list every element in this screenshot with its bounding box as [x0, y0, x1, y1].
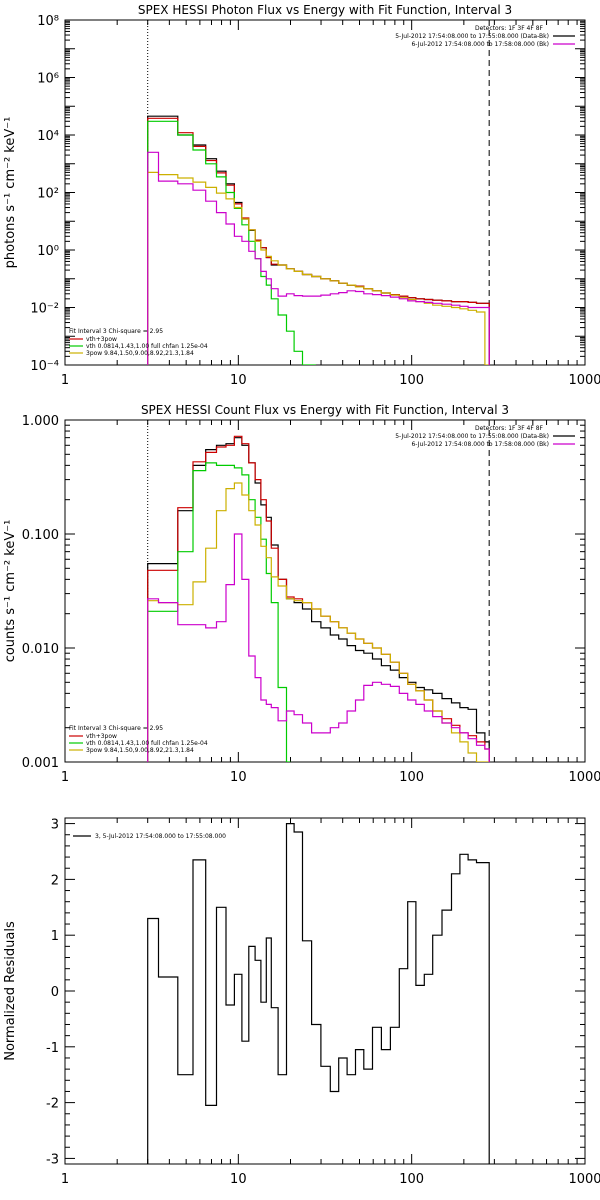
y-tick-label: 10⁻⁴: [30, 359, 59, 374]
y-tick-label: 10⁻²: [30, 302, 59, 317]
x-tick-label: 100: [399, 373, 424, 388]
y-tick-label: 10⁴: [37, 129, 59, 144]
x-tick-label: 1: [61, 770, 69, 785]
fit-entry-text: vth 0.0814,1.43,1.00 full chfan 1.25e-04: [86, 343, 208, 350]
series-3pow: [147, 171, 490, 365]
plot-frame: [64, 817, 586, 1165]
y-tick-label: 0: [51, 985, 59, 1000]
fit-header: Fit Interval 3 Chi-square = 2.95: [69, 725, 163, 732]
detectors-label: Detectors: 1F 3F 4F 8F: [475, 25, 544, 32]
y-axis-label: photons s⁻¹ cm⁻² keV⁻¹: [3, 117, 18, 269]
series-bk: [147, 533, 490, 762]
y-tick-label: 10⁸: [37, 14, 59, 29]
y-axis-label: counts s⁻¹ cm⁻² keV⁻¹: [3, 520, 18, 663]
y-tick-label: 0.010: [22, 642, 59, 657]
legend-entry-text: 5-Jul-2012 17:54:08.000 to 17:55:08.000 …: [395, 33, 549, 40]
y-tick-label: -2: [46, 1097, 59, 1112]
x-tick-label: 100: [399, 1172, 424, 1187]
y-tick-label: 2: [51, 873, 59, 888]
x-tick-label: 10: [230, 373, 247, 388]
legend-entry-text: 6-Jul-2012 17:54:08.000 to 17:58:08.000 …: [411, 41, 549, 48]
y-tick-label: -3: [46, 1152, 59, 1167]
y-tick-label: 0.001: [22, 756, 59, 771]
series-vth-3pow: [147, 117, 490, 365]
y-tick-label: 1.000: [22, 414, 59, 429]
fit-entry-text: 3pow 9.84,1.50,9.00,8.92,21.3,1.84: [86, 350, 194, 357]
fit-entry-text: vth+3pow: [86, 733, 117, 740]
plot-frame: [64, 19, 586, 366]
panel-3: 1 10 100 1000 -3 -2 -1 0 1 2 3 Normalized Residuals…: [3, 817, 600, 1187]
y-tick-label: 0.100: [22, 528, 59, 543]
series-vth-3pow: [147, 435, 490, 762]
fit-entry-text: vth+3pow: [86, 336, 117, 343]
series-bk: [147, 151, 490, 365]
chart-title: SPEX HESSI Count Flux vs Energy with Fit…: [141, 403, 509, 417]
series-3-5-jul-2012-17-54-08-000-to-17-55-08-000: [147, 823, 490, 1164]
panel-2: 1 10 100 1000 0.001 0.010 0.100 1.000 SPEX HESSI…: [3, 403, 600, 785]
series-vth: [147, 120, 316, 365]
legend-entry-text: 3, 5-Jul-2012 17:54:08.000 to 17:55:08.0…: [95, 833, 226, 840]
plot-frame: [64, 419, 586, 763]
series-3pow: [147, 482, 490, 762]
chart-title: SPEX HESSI Photon Flux vs Energy with Fi…: [138, 3, 512, 17]
series-data-bk: [147, 437, 490, 762]
legend-entry-text: 5-Jul-2012 17:54:08.000 to 17:55:08.000 …: [395, 433, 549, 440]
fit-entry-text: vth 0.0814,1.43,1.00 full chfan 1.25e-04: [86, 740, 208, 747]
y-tick-label: 1: [51, 929, 59, 944]
x-tick-label: 1000: [568, 1172, 600, 1187]
detectors-label: Detectors: 1F 3F 4F 8F: [475, 425, 544, 432]
fit-entry-text: 3pow 9.84,1.50,9.00,8.92,21.3,1.84: [86, 747, 194, 754]
y-tick-label: 10⁶: [37, 72, 59, 87]
y-tick-label: 10⁰: [37, 244, 59, 259]
x-tick-label: 100: [399, 770, 424, 785]
panel-1: 1 10 100 1000 10⁻⁴ 10⁻² 10⁰ 10² 10⁴ 10⁶ 10⁸ SPEX HE…: [3, 3, 600, 388]
y-axis-label: Normalized Residuals: [3, 921, 18, 1061]
x-tick-label: 1: [61, 1172, 69, 1187]
x-tick-label: 1000: [568, 770, 600, 785]
y-tick-label: 3: [51, 818, 59, 833]
x-tick-label: 1: [61, 373, 69, 388]
x-tick-label: 1000: [568, 373, 600, 388]
y-tick-label: 10²: [37, 187, 59, 202]
legend-entry-text: 6-Jul-2012 17:54:08.000 to 17:58:08.000 …: [411, 441, 549, 448]
fit-header: Fit Interval 3 Chi-square = 2.95: [69, 328, 163, 335]
series-data-bk: [147, 115, 490, 365]
y-tick-label: -1: [46, 1041, 59, 1056]
x-tick-label: 10: [230, 770, 247, 785]
x-tick-label: 10: [230, 1172, 247, 1187]
series-vth: [147, 462, 291, 762]
